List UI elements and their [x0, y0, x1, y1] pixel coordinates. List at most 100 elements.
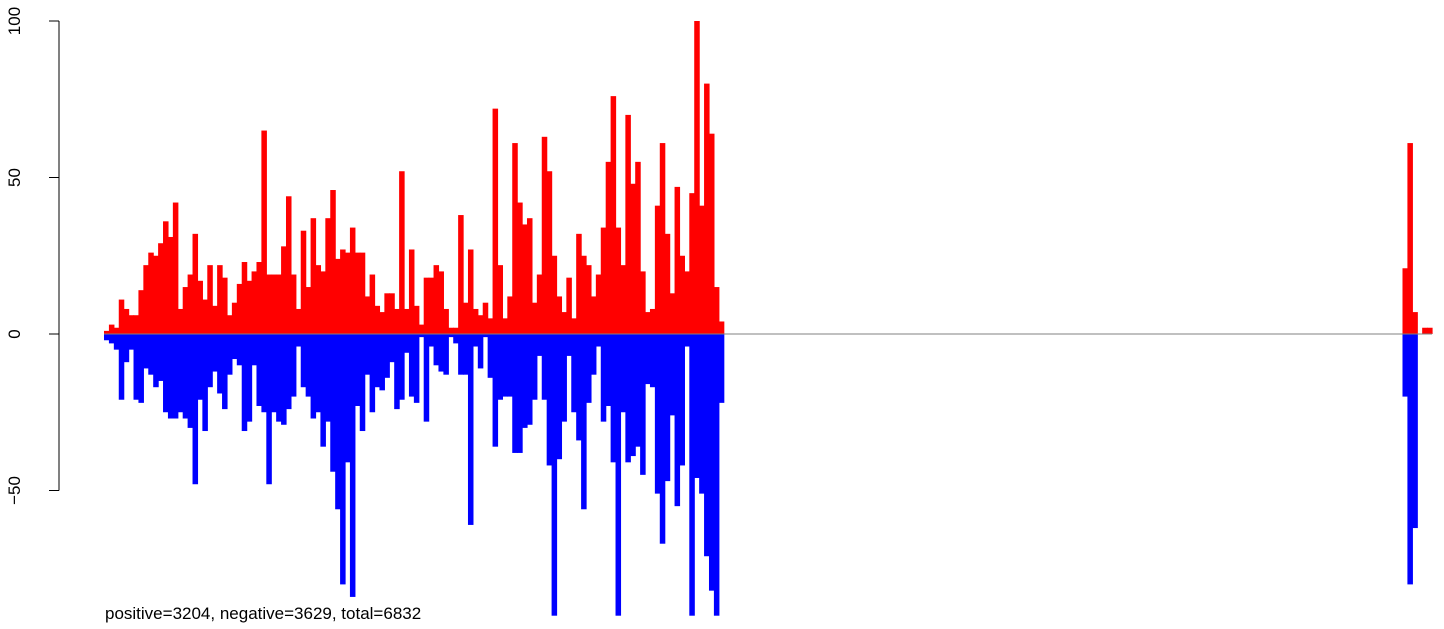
positive-bar — [379, 312, 385, 334]
negative-bar — [586, 334, 592, 403]
positive-bar — [404, 308, 410, 334]
positive-bar — [394, 308, 400, 334]
negative-bar — [202, 334, 208, 432]
negative-bar — [231, 334, 238, 360]
negative-bar — [143, 334, 149, 369]
positive-bar — [536, 274, 543, 334]
positive-bar — [517, 202, 523, 334]
negative-bar — [197, 334, 203, 400]
positive-bar — [408, 249, 415, 334]
positive-bar — [581, 255, 587, 334]
negative-bar — [423, 334, 430, 422]
positive-bar — [428, 277, 435, 334]
negative-bar — [590, 334, 597, 375]
negative-bar — [467, 334, 474, 525]
negative-bar — [187, 334, 194, 428]
positive-bar — [349, 227, 356, 334]
negative-bar — [458, 334, 464, 375]
positive-bar — [246, 280, 253, 334]
positive-bar — [1412, 312, 1418, 334]
negative-bar — [433, 334, 440, 366]
y-tick-label: 0 — [5, 329, 24, 338]
positive-bar — [561, 312, 567, 334]
negative-bar — [374, 334, 381, 388]
positive-bar — [172, 202, 179, 334]
positive-bar — [305, 287, 312, 334]
negative-bar — [645, 334, 651, 385]
negative-bar — [453, 334, 459, 344]
negative-bar — [384, 334, 390, 378]
positive-bar — [679, 255, 685, 334]
positive-bar — [158, 243, 164, 334]
negative-bar — [408, 334, 415, 397]
bars-group — [104, 21, 1433, 616]
positive-bar — [285, 196, 292, 334]
positive-bar — [143, 265, 149, 334]
positive-bar — [123, 308, 130, 334]
negative-bar — [315, 334, 322, 413]
negative-bar — [290, 334, 297, 397]
negative-bar — [285, 334, 292, 410]
positive-bar — [369, 274, 376, 334]
negative-bar — [325, 334, 331, 422]
negative-bar — [684, 334, 690, 347]
negative-bar — [477, 334, 484, 369]
positive-bar — [177, 308, 184, 334]
negative-bar — [443, 334, 449, 375]
positive-bar — [167, 236, 174, 334]
positive-bar — [418, 324, 425, 334]
negative-bar — [108, 334, 115, 344]
negative-bar — [354, 334, 361, 406]
positive-bar — [467, 249, 474, 334]
negative-bar — [364, 334, 371, 375]
positive-bar — [271, 274, 277, 334]
negative-bar — [669, 334, 676, 416]
positive-bar — [413, 305, 420, 334]
positive-bar — [433, 265, 440, 334]
positive-bar — [512, 143, 518, 334]
negative-bar — [492, 334, 499, 447]
negative-bar — [310, 334, 317, 419]
negative-bar — [595, 334, 602, 347]
negative-bar — [620, 334, 626, 413]
negative-bar — [330, 334, 336, 472]
negative-bar — [251, 334, 258, 366]
negative-bar — [148, 334, 154, 375]
negative-bar — [438, 334, 444, 372]
negative-bar — [246, 334, 253, 422]
positive-bar — [310, 218, 317, 334]
negative-bar — [359, 334, 366, 432]
positive-bar — [300, 230, 307, 334]
positive-bar — [531, 302, 538, 334]
positive-bar — [546, 171, 553, 334]
negative-bar — [576, 334, 582, 441]
negative-bar — [704, 334, 710, 557]
positive-bar — [261, 130, 267, 334]
positive-bar — [477, 315, 484, 334]
negative-bar — [167, 334, 174, 419]
positive-bar — [266, 274, 272, 334]
positive-bar — [256, 262, 262, 334]
positive-bar — [113, 327, 120, 334]
negative-bar — [448, 334, 454, 338]
negative-bar — [487, 334, 494, 378]
positive-bar — [610, 96, 617, 335]
positive-bar — [699, 205, 705, 334]
positive-bar — [566, 277, 572, 334]
positive-bar — [217, 265, 223, 334]
negative-bar — [172, 334, 179, 419]
negative-bar — [271, 334, 277, 413]
negative-bar — [163, 334, 169, 413]
negative-bar — [320, 334, 326, 447]
negative-bar — [281, 334, 287, 425]
positive-bar — [541, 136, 548, 334]
positive-bar — [197, 280, 203, 334]
positive-bar — [335, 258, 341, 334]
negative-bar — [605, 334, 612, 406]
positive-bar — [231, 302, 238, 334]
negative-bar — [649, 334, 656, 388]
positive-bar — [482, 302, 489, 334]
negative-bar — [413, 334, 420, 403]
positive-bar — [236, 283, 243, 334]
